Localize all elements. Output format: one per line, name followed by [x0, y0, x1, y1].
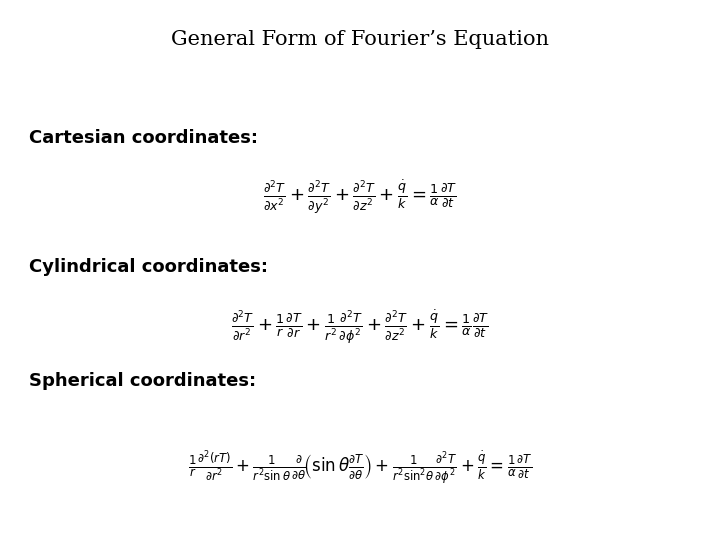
- Text: $\frac{1}{r}\frac{\partial^2(rT)}{\partial r^2} + \frac{1}{r^2 \sin\theta}\frac{: $\frac{1}{r}\frac{\partial^2(rT)}{\parti…: [188, 448, 532, 486]
- Text: Spherical coordinates:: Spherical coordinates:: [29, 372, 256, 390]
- Text: $\frac{\partial^2 T}{\partial r^2} + \frac{1}{r}\frac{\partial T}{\partial r} + : $\frac{\partial^2 T}{\partial r^2} + \fr…: [231, 308, 489, 346]
- Text: Cartesian coordinates:: Cartesian coordinates:: [29, 129, 258, 147]
- Text: General Form of Fourier’s Equation: General Form of Fourier’s Equation: [171, 30, 549, 49]
- Text: $\frac{\partial^2 T}{\partial x^2} + \frac{\partial^2 T}{\partial y^2} + \frac{\: $\frac{\partial^2 T}{\partial x^2} + \fr…: [263, 178, 457, 216]
- Text: Cylindrical coordinates:: Cylindrical coordinates:: [29, 258, 268, 276]
